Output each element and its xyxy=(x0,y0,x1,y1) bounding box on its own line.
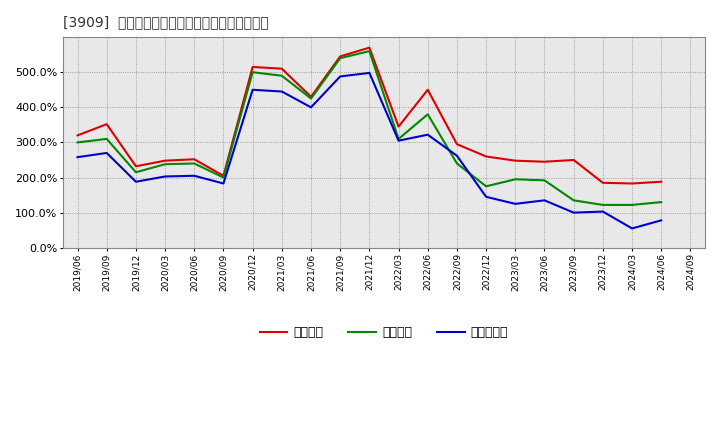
流動比率 xyxy=(570,158,578,163)
当座比率 xyxy=(423,112,432,117)
流動比率 xyxy=(219,173,228,178)
現預金比率 xyxy=(395,138,403,143)
現預金比率 xyxy=(657,218,665,223)
現預金比率 xyxy=(277,89,286,94)
現預金比率 xyxy=(423,132,432,137)
流動比率 xyxy=(132,164,140,169)
Legend: 流動比率, 当座比率, 現預金比率: 流動比率, 当座比率, 現預金比率 xyxy=(255,321,513,345)
流動比率 xyxy=(511,158,520,163)
当座比率 xyxy=(511,176,520,182)
流動比率 xyxy=(365,45,374,50)
現預金比率 xyxy=(336,74,344,79)
当座比率 xyxy=(540,178,549,183)
当座比率 xyxy=(628,202,636,208)
現預金比率 xyxy=(307,105,315,110)
流動比率 xyxy=(395,124,403,129)
現預金比率 xyxy=(132,179,140,184)
Line: 現預金比率: 現預金比率 xyxy=(78,73,661,228)
当座比率 xyxy=(277,73,286,78)
当座比率 xyxy=(482,183,490,189)
当座比率 xyxy=(453,161,462,166)
流動比率 xyxy=(453,142,462,147)
当座比率 xyxy=(598,202,607,208)
現預金比率 xyxy=(628,226,636,231)
流動比率 xyxy=(73,133,82,138)
当座比率 xyxy=(248,70,257,75)
当座比率 xyxy=(365,48,374,54)
現預金比率 xyxy=(570,210,578,215)
現預金比率 xyxy=(102,150,111,156)
当座比率 xyxy=(132,170,140,175)
当座比率 xyxy=(307,96,315,101)
流動比率 xyxy=(336,54,344,59)
現預金比率 xyxy=(190,173,199,178)
流動比率 xyxy=(598,180,607,185)
流動比率 xyxy=(277,66,286,71)
流動比率 xyxy=(161,158,169,163)
流動比率 xyxy=(540,159,549,165)
Line: 当座比率: 当座比率 xyxy=(78,51,661,205)
流動比率 xyxy=(190,157,199,162)
当座比率 xyxy=(657,199,665,205)
Line: 流動比率: 流動比率 xyxy=(78,48,661,183)
現預金比率 xyxy=(248,87,257,92)
現預金比率 xyxy=(219,181,228,186)
現預金比率 xyxy=(482,194,490,199)
現預金比率 xyxy=(161,174,169,179)
当座比率 xyxy=(102,136,111,142)
流動比率 xyxy=(657,179,665,184)
当座比率 xyxy=(190,161,199,166)
現預金比率 xyxy=(365,70,374,76)
当座比率 xyxy=(336,55,344,61)
現預金比率 xyxy=(598,209,607,214)
流動比率 xyxy=(628,181,636,186)
現預金比率 xyxy=(73,154,82,160)
当座比率 xyxy=(395,136,403,142)
流動比率 xyxy=(482,154,490,159)
流動比率 xyxy=(102,121,111,127)
Text: [3909]  流動比率、当座比率、現預金比率の推移: [3909] 流動比率、当座比率、現預金比率の推移 xyxy=(63,15,269,29)
現預金比率 xyxy=(540,198,549,203)
当座比率 xyxy=(73,140,82,145)
当座比率 xyxy=(219,175,228,180)
流動比率 xyxy=(307,94,315,99)
現預金比率 xyxy=(453,153,462,158)
流動比率 xyxy=(248,64,257,70)
流動比率 xyxy=(423,87,432,92)
当座比率 xyxy=(161,161,169,167)
現預金比率 xyxy=(511,201,520,206)
当座比率 xyxy=(570,198,578,203)
